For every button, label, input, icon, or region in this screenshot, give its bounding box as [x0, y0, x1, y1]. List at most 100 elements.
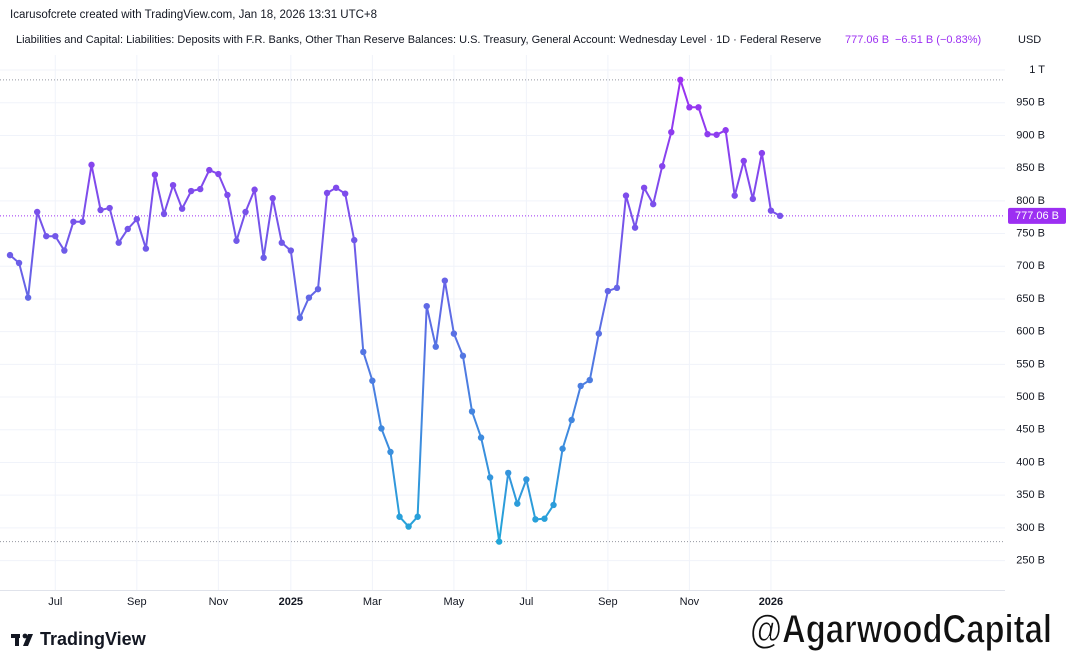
- point: [124, 225, 131, 233]
- point: [115, 239, 122, 246]
- y-tick-label: 300 B: [1016, 522, 1045, 534]
- x-tick-label: May: [443, 596, 464, 608]
- point: [224, 191, 231, 199]
- point: [477, 434, 485, 441]
- y-tick-label: 550 B: [1016, 358, 1045, 370]
- price-change: −6.51 B (−0.83%): [895, 34, 981, 46]
- x-tick-label: Sep: [598, 596, 618, 608]
- point: [767, 207, 775, 214]
- point: [704, 130, 711, 138]
- point: [776, 212, 784, 220]
- point: [43, 232, 50, 240]
- point: [70, 218, 77, 225]
- point: [314, 285, 322, 293]
- point: [450, 330, 458, 337]
- point: [577, 382, 584, 390]
- point: [414, 513, 421, 520]
- y-tick-label: 1 T: [1029, 64, 1045, 76]
- point: [740, 157, 747, 165]
- point: [106, 204, 113, 212]
- point: [61, 247, 68, 254]
- point: [595, 330, 603, 337]
- point: [541, 515, 548, 522]
- point: [604, 287, 612, 295]
- brand: TradingView: [40, 629, 147, 649]
- y-tick-label: 650 B: [1016, 293, 1045, 305]
- y-tick-label: 950 B: [1016, 97, 1045, 109]
- point: [360, 348, 367, 356]
- point: [758, 149, 766, 157]
- point: [640, 184, 648, 191]
- x-tick-label: 2025: [279, 596, 303, 608]
- point: [242, 208, 249, 216]
- point: [550, 501, 557, 509]
- point: [559, 445, 566, 452]
- point: [568, 416, 575, 424]
- watermark: @AgarwoodCapital: [750, 608, 1052, 652]
- point: [486, 474, 494, 481]
- point: [495, 538, 503, 545]
- x-tick-label: Jul: [48, 596, 62, 608]
- y-tick-label: 350 B: [1016, 489, 1045, 501]
- y-tick-label: 450 B: [1016, 424, 1045, 436]
- x-tick-label: Jul: [519, 596, 533, 608]
- point: [15, 259, 23, 267]
- point: [586, 376, 593, 384]
- currency-box[interactable]: [1008, 28, 1068, 52]
- x-tick-label: Nov: [209, 596, 229, 608]
- point: [52, 232, 59, 240]
- price: 777.06 B: [845, 34, 889, 46]
- point: [305, 294, 313, 301]
- point: [722, 127, 729, 134]
- point: [323, 189, 331, 197]
- point: [97, 206, 104, 214]
- point: [351, 236, 358, 244]
- point: [178, 205, 186, 212]
- point: [88, 161, 95, 169]
- y-tick-label: 600 B: [1016, 326, 1045, 338]
- point: [251, 186, 258, 193]
- point: [278, 239, 285, 246]
- y-tick-label: 900 B: [1016, 129, 1045, 141]
- chart-title: Liabilities and Capital: Liabilities: De…: [16, 34, 821, 46]
- point: [6, 251, 14, 259]
- point: [532, 516, 539, 523]
- point: [169, 181, 177, 189]
- point: [514, 500, 521, 507]
- point: [79, 218, 86, 225]
- point: [33, 208, 41, 216]
- currency[interactable]: USD: [1018, 34, 1041, 46]
- y-tick-label: 500 B: [1016, 391, 1045, 403]
- series-line: [9, 79, 781, 542]
- point: [423, 302, 430, 310]
- point: [142, 245, 150, 252]
- x-tick-label: Sep: [127, 596, 147, 608]
- y-tick-label: 850 B: [1016, 162, 1045, 174]
- point: [215, 170, 222, 178]
- point: [613, 284, 621, 292]
- point: [24, 294, 32, 301]
- last-value-badge: [1008, 207, 1066, 224]
- credit: Icarusofcrete created with TradingView.c…: [10, 9, 377, 21]
- point: [523, 476, 530, 483]
- y-tick-label: 250 B: [1016, 554, 1045, 566]
- point: [668, 128, 675, 136]
- point: [622, 192, 630, 199]
- point: [441, 277, 449, 284]
- point: [749, 195, 757, 203]
- point: [731, 192, 738, 199]
- point: [659, 162, 666, 170]
- last-value-label: 777.06 B: [1015, 210, 1059, 222]
- point: [287, 247, 295, 254]
- point: [677, 76, 684, 84]
- point: [396, 513, 403, 520]
- point: [133, 215, 141, 223]
- point: [341, 190, 349, 197]
- point: [713, 131, 720, 138]
- y-tick-label: 400 B: [1016, 456, 1045, 468]
- point: [468, 408, 476, 415]
- y-tick-label: 800 B: [1016, 195, 1045, 207]
- point: [649, 200, 657, 208]
- point: [686, 104, 693, 111]
